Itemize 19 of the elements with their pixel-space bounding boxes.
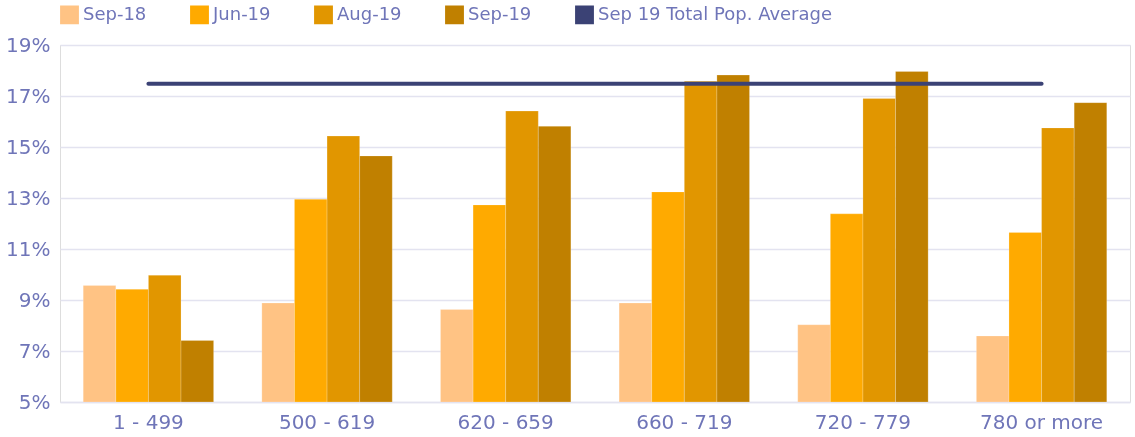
- x-tick-label: 720 - 779: [814, 409, 912, 434]
- legend-label: Sep 19 Total Pop. Average: [598, 2, 833, 24]
- y-tick-label: 9%: [18, 287, 51, 312]
- legend-label: Sep-18: [83, 2, 147, 24]
- y-tick-label: 5%: [18, 389, 51, 414]
- y-tick-label: 11%: [6, 236, 51, 261]
- x-tick-label: 1 - 499: [113, 409, 184, 434]
- x-tick-label: 500 - 619: [278, 409, 376, 434]
- y-tick-label: 17%: [6, 83, 51, 108]
- x-tick-label: 620 - 659: [457, 409, 554, 434]
- y-tick-label: 7%: [18, 338, 51, 363]
- y-tick-label: 13%: [6, 185, 51, 210]
- x-tick-label: 780 or more: [980, 409, 1104, 434]
- legend-label: Sep-19: [468, 2, 532, 24]
- legend-label: Aug-19: [337, 2, 402, 24]
- y-tick-label: 15%: [6, 134, 51, 159]
- x-tick-label: 660 - 719: [636, 409, 733, 434]
- y-tick-label: 19%: [6, 32, 51, 57]
- legend-label: Jun-19: [212, 2, 271, 24]
